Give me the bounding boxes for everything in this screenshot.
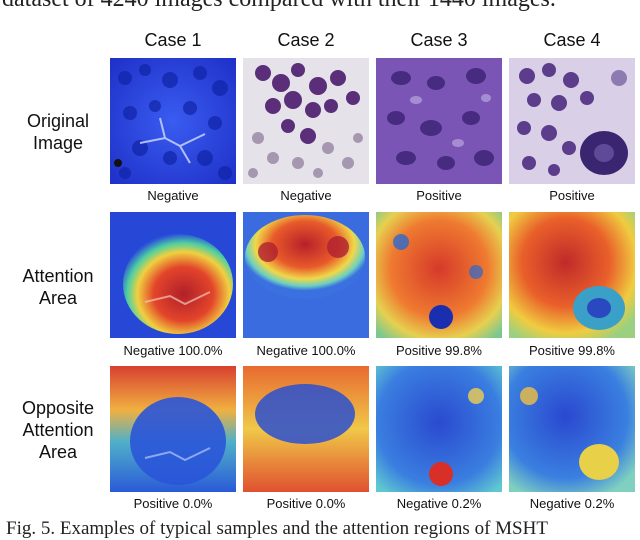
original-image-case-1 — [110, 58, 236, 184]
row-label-line: Opposite — [21, 398, 95, 418]
case-3-original-label: Positive — [416, 188, 462, 203]
case-3-opposite-label: Negative 0.2% — [396, 496, 482, 511]
case-2-original-label: Negative — [280, 188, 332, 203]
opposite-attention-map-case-3 — [376, 366, 502, 492]
original-image-case-2 — [243, 58, 369, 184]
case-1-opposite-label: Positive 0.0% — [133, 496, 213, 511]
attention-map-case-2 — [243, 212, 369, 338]
attention-map-case-1 — [110, 212, 236, 338]
row-label-line: Area — [38, 442, 78, 462]
case-2-opposite-label: Positive 0.0% — [266, 496, 346, 511]
column-header-case-2: Case 2 — [277, 30, 335, 50]
row-label-line: Original — [26, 111, 90, 131]
attention-map-case-3 — [376, 212, 502, 338]
column-header-case-1: Case 1 — [144, 30, 202, 50]
figure-caption: Fig. 5. Examples of typical samples and … — [6, 518, 548, 539]
preceding-body-text: dataset of 4240 images compared with the… — [0, 0, 640, 13]
opposite-attention-map-case-4 — [509, 366, 635, 492]
row-label-line: Area — [38, 288, 78, 308]
case-1-original-label: Negative — [147, 188, 199, 203]
attention-map-case-4 — [509, 212, 635, 338]
row-label-line: Attention — [22, 420, 94, 440]
opposite-attention-map-case-1 — [110, 366, 236, 492]
column-header-case-4: Case 4 — [543, 30, 601, 50]
case-4-original-label: Positive — [549, 188, 595, 203]
column-header-case-3: Case 3 — [410, 30, 468, 50]
case-4-opposite-label: Negative 0.2% — [529, 496, 615, 511]
opposite-attention-map-case-2 — [243, 366, 369, 492]
row-label-attention-area: Attention Area — [6, 265, 110, 309]
row-label-original-image: Original Image — [6, 110, 110, 154]
case-1-attention-label: Negative 100.0% — [123, 343, 223, 358]
row-label-line: Attention — [22, 266, 94, 286]
row-label-line: Image — [32, 133, 84, 153]
case-3-attention-label: Positive 99.8% — [396, 343, 482, 358]
original-image-case-4 — [509, 58, 635, 184]
original-image-case-3 — [376, 58, 502, 184]
case-4-attention-label: Positive 99.8% — [529, 343, 615, 358]
row-label-opposite-attention-area: Opposite Attention Area — [6, 397, 110, 463]
case-2-attention-label: Negative 100.0% — [256, 343, 356, 358]
